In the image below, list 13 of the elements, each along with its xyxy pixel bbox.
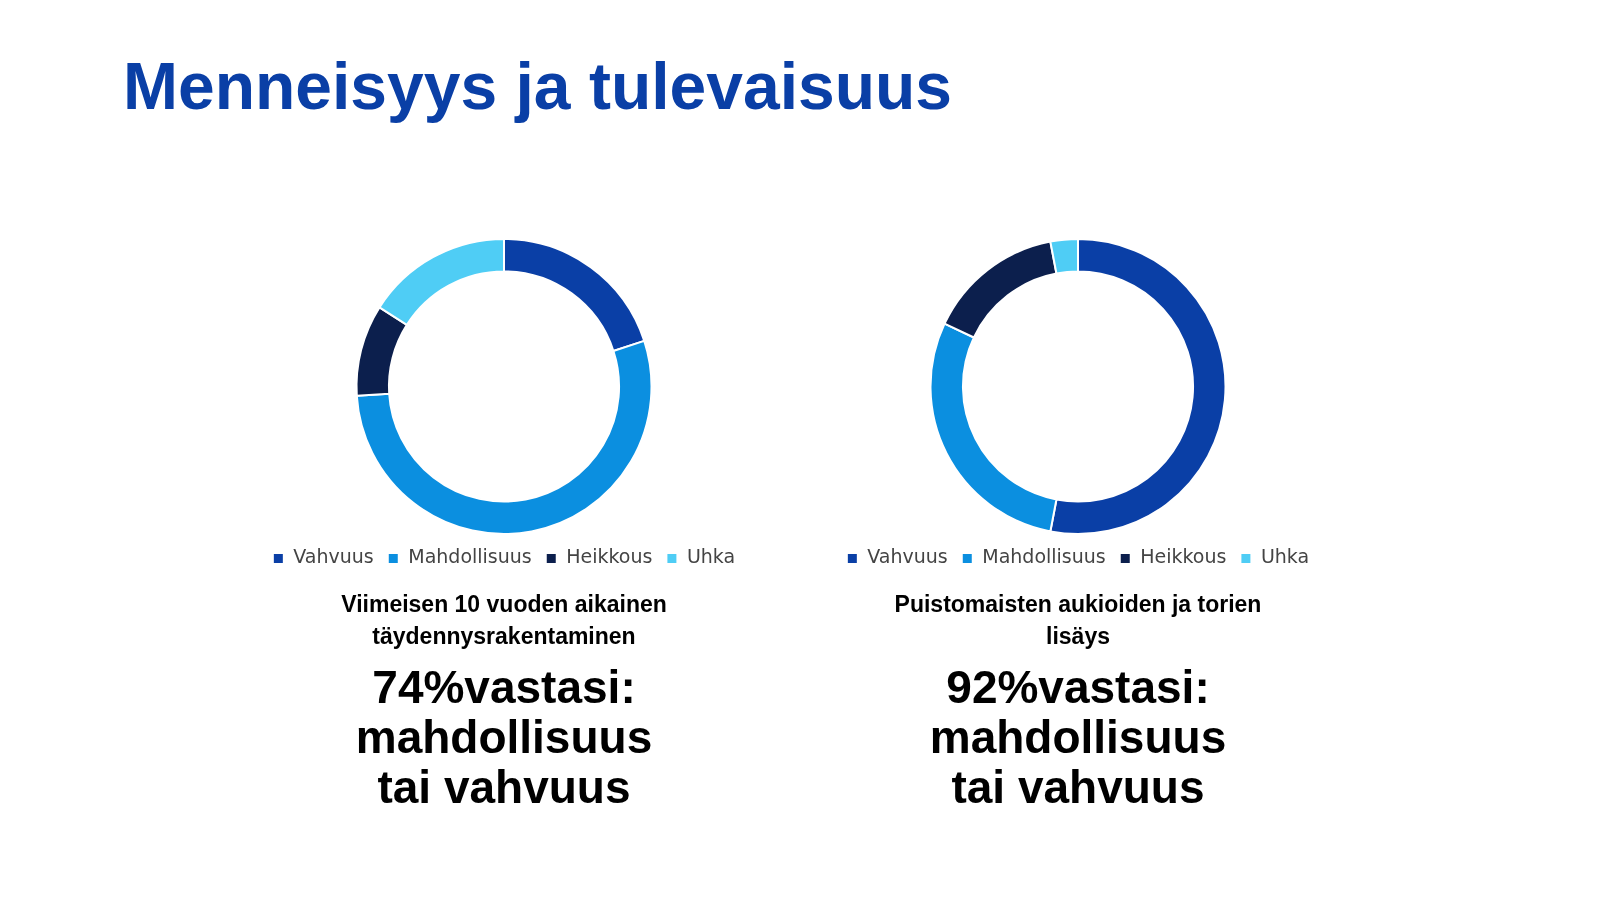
legend-label: Heikkous <box>566 545 653 568</box>
text: Puistomaisten aukioiden ja torien lisäys <box>893 590 1263 651</box>
text: 74%vastasi: mahdollisuus tai vahvuus <box>354 661 654 813</box>
text: 92%vastasi: mahdollisuus tai vahvuus <box>928 661 1228 813</box>
legend-label: Mahdollisuus <box>408 545 532 568</box>
text: Viimeisen 10 vuoden aikainen täydennysrakentaminen <box>340 590 668 651</box>
legend-label: Vahvuus <box>293 545 374 568</box>
legend-label: Uhka <box>1260 545 1310 568</box>
legend-label: Uhka <box>686 545 736 568</box>
legend-label: Vahvuus <box>867 545 948 568</box>
legend-label: Heikkous <box>1140 545 1227 568</box>
chart-title: Menneisyys ja tulevaisuus <box>123 48 953 124</box>
legend-label: Mahdollisuus <box>982 545 1106 568</box>
